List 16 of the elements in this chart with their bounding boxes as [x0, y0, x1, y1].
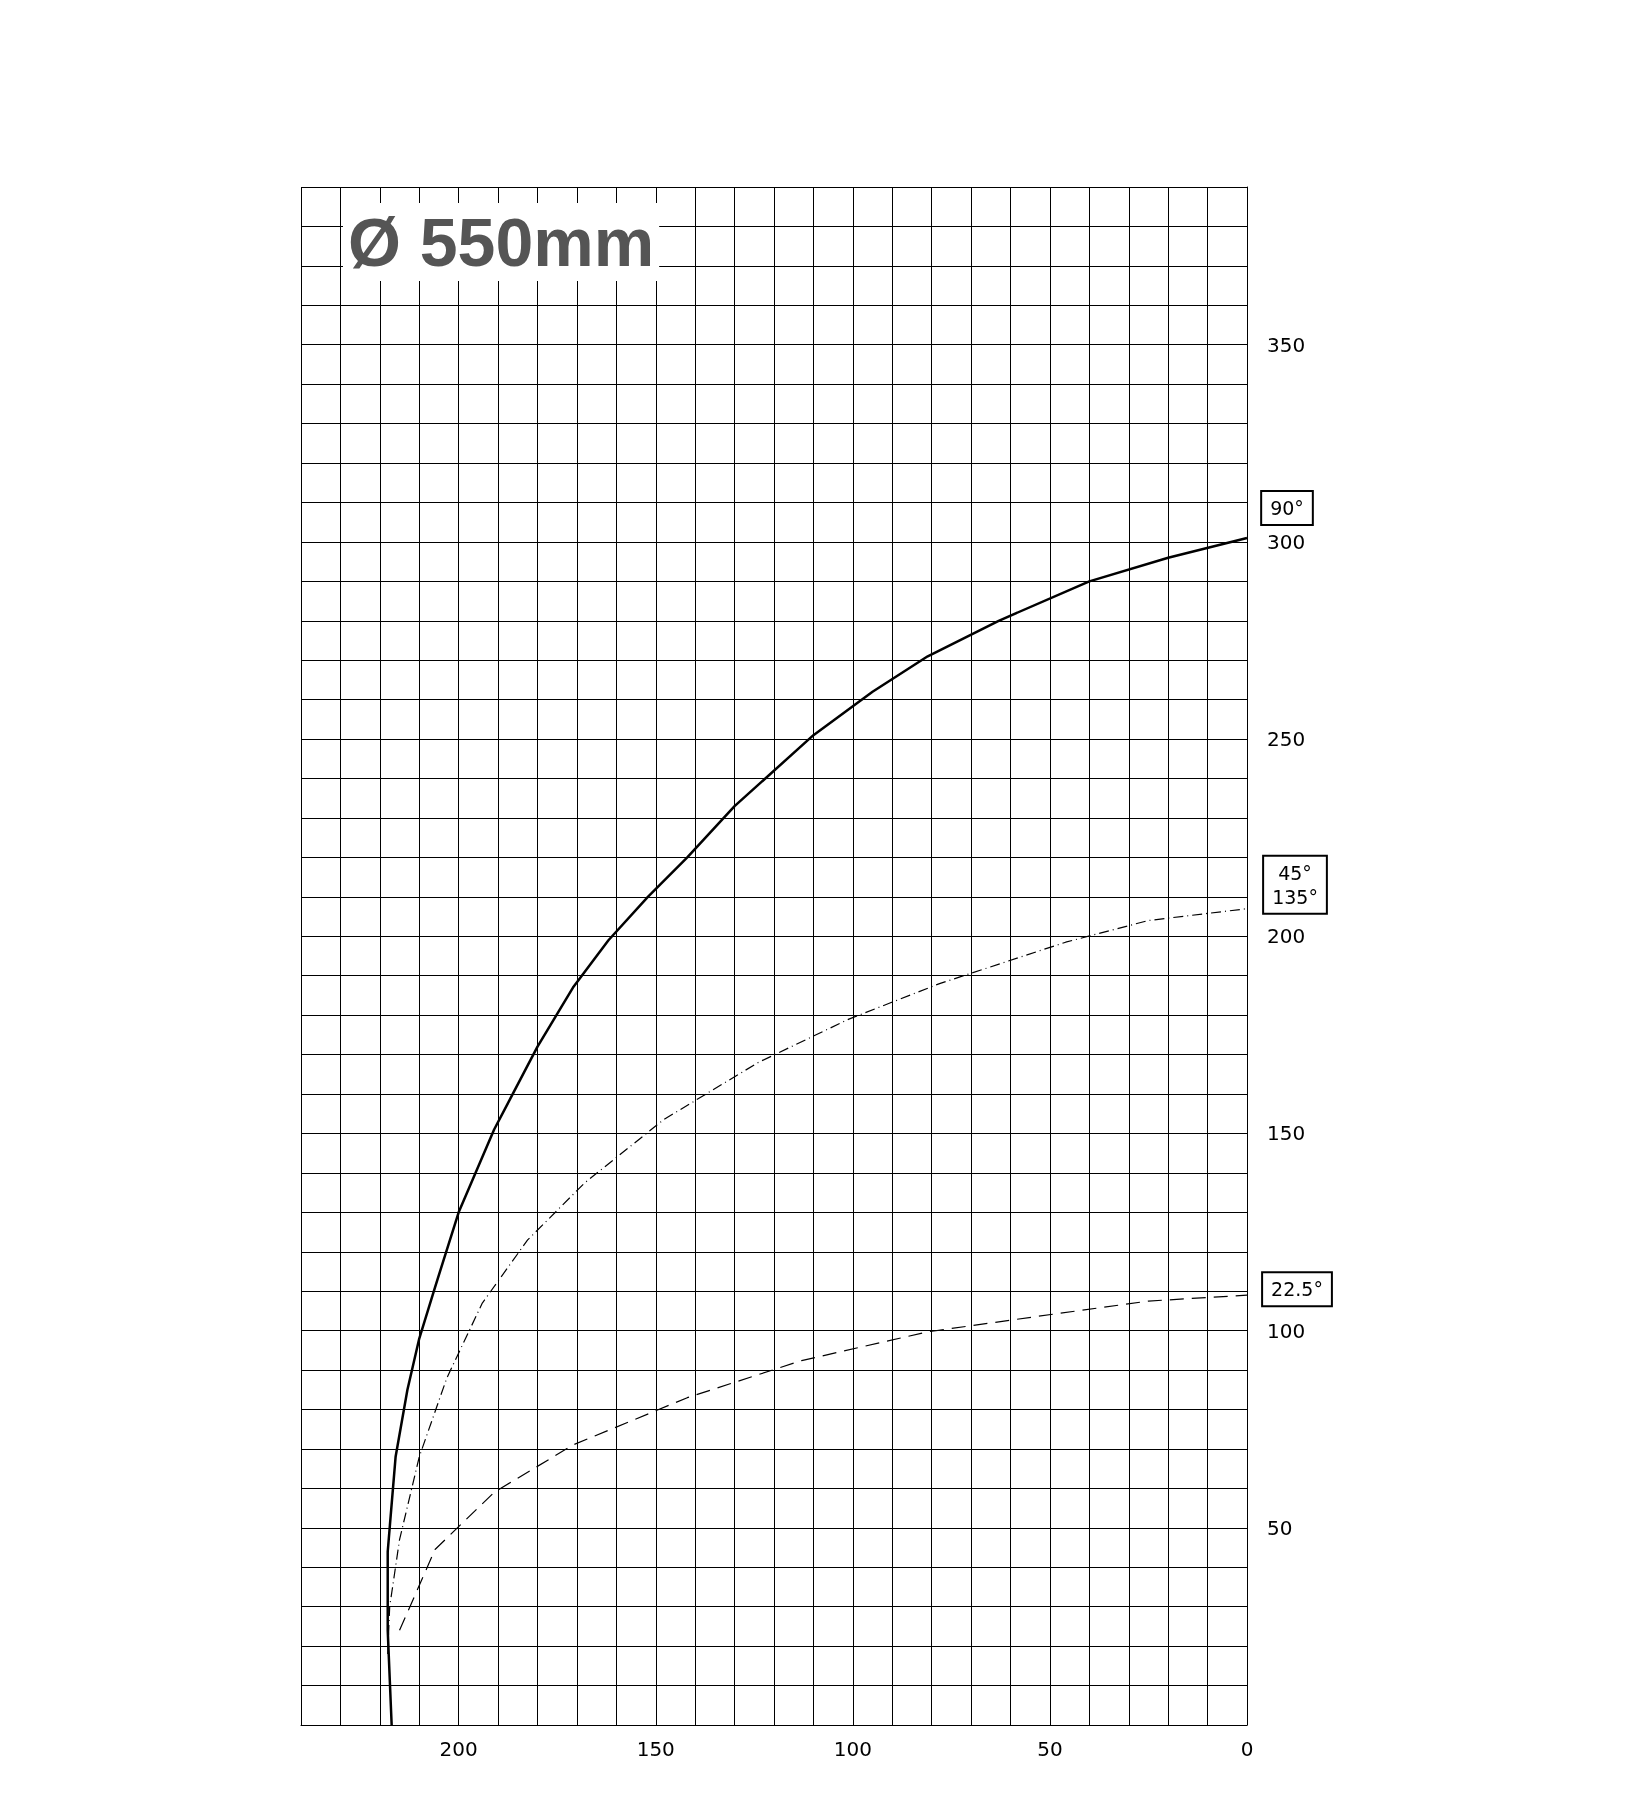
- x-tick-label: 0: [1240, 1737, 1254, 1761]
- y-tick-label: 150: [1267, 1121, 1306, 1146]
- x-tick-label: 100: [833, 1737, 872, 1761]
- x-tick-label: 150: [636, 1737, 675, 1761]
- y-tick-label: 50: [1267, 1515, 1293, 1540]
- y-tick-label: 200: [1267, 924, 1306, 949]
- series-label: 45° 135°: [1272, 861, 1318, 908]
- y-tick-label: 100: [1267, 1318, 1306, 1343]
- x-tick-label: 200: [439, 1737, 478, 1761]
- chart-title: Ø 550mm: [348, 204, 655, 280]
- y-tick-label: 300: [1267, 529, 1306, 554]
- series-label: 90°: [1270, 496, 1304, 519]
- x-tick-label: 50: [1037, 1737, 1063, 1761]
- y-tick-label: 250: [1267, 727, 1306, 752]
- y-tick-label: 350: [1267, 332, 1306, 357]
- series-label: 22.5°: [1271, 1278, 1323, 1301]
